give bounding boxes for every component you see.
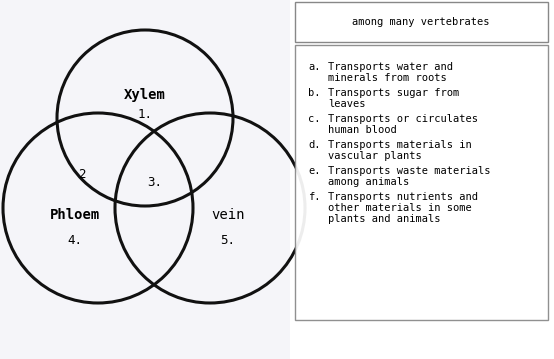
Text: 3.: 3.	[147, 177, 162, 190]
Bar	[0, 0, 290, 359]
Text: vein: vein	[211, 208, 245, 222]
Text: among animals: among animals	[328, 177, 409, 187]
Text: Transports water and: Transports water and	[328, 62, 453, 72]
Text: a.: a.	[308, 62, 321, 72]
Text: 2: 2	[78, 168, 86, 182]
Text: 1.: 1.	[137, 108, 152, 121]
Text: f.: f.	[308, 192, 321, 202]
Text: Transports sugar from: Transports sugar from	[328, 88, 459, 98]
Bar	[295, 2, 548, 42]
Text: leaves: leaves	[328, 99, 366, 109]
Text: 4.: 4.	[68, 233, 83, 247]
Text: Transports or circulates: Transports or circulates	[328, 114, 478, 124]
Text: among many vertebrates: among many vertebrates	[352, 17, 490, 27]
Text: Transports waste materials: Transports waste materials	[328, 166, 490, 176]
Text: Transports materials in: Transports materials in	[328, 140, 472, 150]
Text: plants and animals: plants and animals	[328, 214, 440, 224]
Text: c.: c.	[308, 114, 321, 124]
Text: d.: d.	[308, 140, 321, 150]
Text: b.: b.	[308, 88, 321, 98]
Text: Phloem: Phloem	[50, 208, 100, 222]
Text: 5.: 5.	[220, 233, 235, 247]
Text: e.: e.	[308, 166, 321, 176]
Text: minerals from roots: minerals from roots	[328, 73, 447, 83]
Text: Xylem: Xylem	[124, 88, 166, 102]
Text: human blood: human blood	[328, 125, 397, 135]
Text: other materials in some: other materials in some	[328, 203, 472, 213]
Bar	[295, 45, 548, 320]
Text: Transports nutrients and: Transports nutrients and	[328, 192, 478, 202]
Text: vascular plants: vascular plants	[328, 151, 422, 161]
